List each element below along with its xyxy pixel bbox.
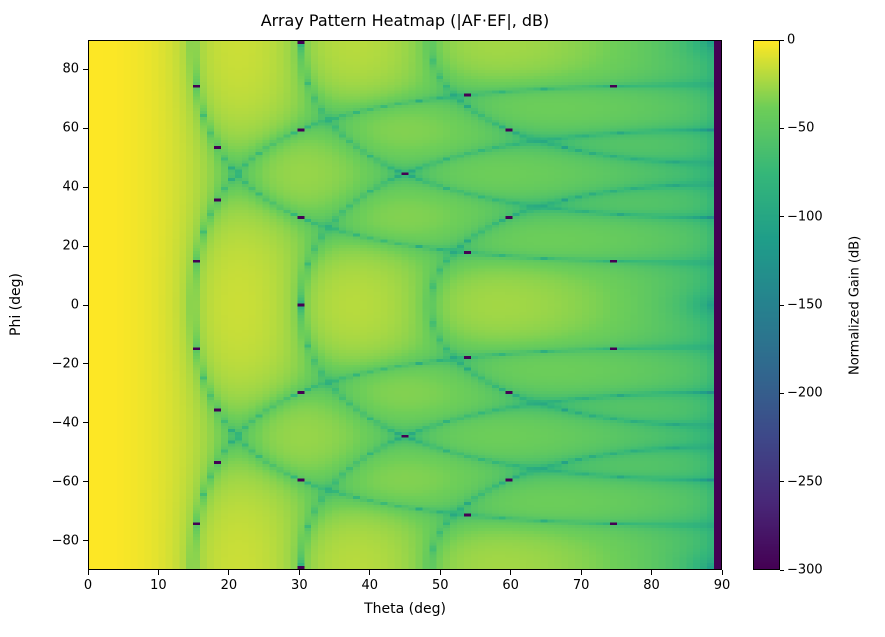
y-tick-mark (83, 540, 88, 542)
x-tick-mark (369, 570, 371, 575)
y-tick-label: 40 (62, 179, 79, 195)
colorbar-tick-label: −50 (787, 120, 815, 136)
colorbar-tick-mark (780, 569, 784, 571)
colorbar-canvas (754, 41, 779, 569)
y-tick-mark (83, 127, 88, 129)
y-tick-mark (83, 68, 88, 70)
y-tick-mark (83, 304, 88, 306)
colorbar-label: Normalized Gain (dB) (847, 235, 863, 375)
colorbar-tick-mark (780, 392, 784, 394)
x-tick-label: 30 (291, 578, 308, 593)
colorbar-tick-label: −250 (787, 474, 823, 490)
x-tick-label: 90 (713, 578, 731, 593)
y-tick-mark (83, 422, 88, 424)
x-tick-label: 60 (502, 578, 519, 593)
y-tick-label: 80 (62, 61, 79, 77)
colorbar (753, 40, 780, 570)
x-tick-mark (228, 570, 230, 575)
y-tick-label: 20 (62, 238, 79, 254)
colorbar-tick-mark (780, 39, 784, 41)
colorbar-tick-label: −200 (787, 385, 823, 401)
x-tick-mark (298, 570, 300, 575)
colorbar-tick-mark (780, 127, 784, 129)
plot-area (88, 40, 722, 570)
x-tick-mark (87, 570, 89, 575)
x-tick-mark (651, 570, 653, 575)
colorbar-tick-mark (780, 304, 784, 306)
y-tick-label: 0 (70, 297, 79, 313)
colorbar-tick-label: −300 (787, 562, 823, 578)
y-tick-mark (83, 363, 88, 365)
y-axis-label: Phi (deg) (8, 273, 24, 337)
x-tick-mark (510, 570, 512, 575)
y-tick-label: 60 (62, 120, 79, 136)
y-tick-mark (83, 245, 88, 247)
x-tick-label: 40 (361, 578, 379, 593)
colorbar-tick-mark (780, 216, 784, 218)
colorbar-tick-label: 0 (787, 32, 796, 48)
colorbar-tick-label: −100 (787, 209, 823, 225)
y-tick-label: −60 (51, 474, 79, 490)
colorbar-tick-label: −150 (787, 297, 823, 313)
x-axis-label: Theta (deg) (364, 601, 446, 617)
x-tick-mark (580, 570, 582, 575)
x-tick-mark (721, 570, 723, 575)
x-tick-mark (439, 570, 441, 575)
y-tick-mark (83, 481, 88, 483)
y-tick-label: −80 (51, 533, 79, 549)
colorbar-tick-mark (780, 481, 784, 483)
y-tick-mark (83, 186, 88, 188)
x-tick-label: 0 (83, 578, 93, 593)
x-tick-label: 20 (220, 578, 238, 593)
x-tick-label: 10 (150, 578, 167, 593)
y-tick-label: −40 (51, 415, 79, 431)
x-tick-label: 80 (643, 578, 660, 593)
x-tick-label: 70 (572, 578, 590, 593)
x-tick-label: 50 (431, 578, 449, 593)
heatmap-canvas (89, 41, 721, 569)
x-tick-mark (157, 570, 159, 575)
y-tick-label: −20 (51, 356, 79, 372)
figure-title: Array Pattern Heatmap (|AF·EF|, dB) (260, 11, 550, 30)
